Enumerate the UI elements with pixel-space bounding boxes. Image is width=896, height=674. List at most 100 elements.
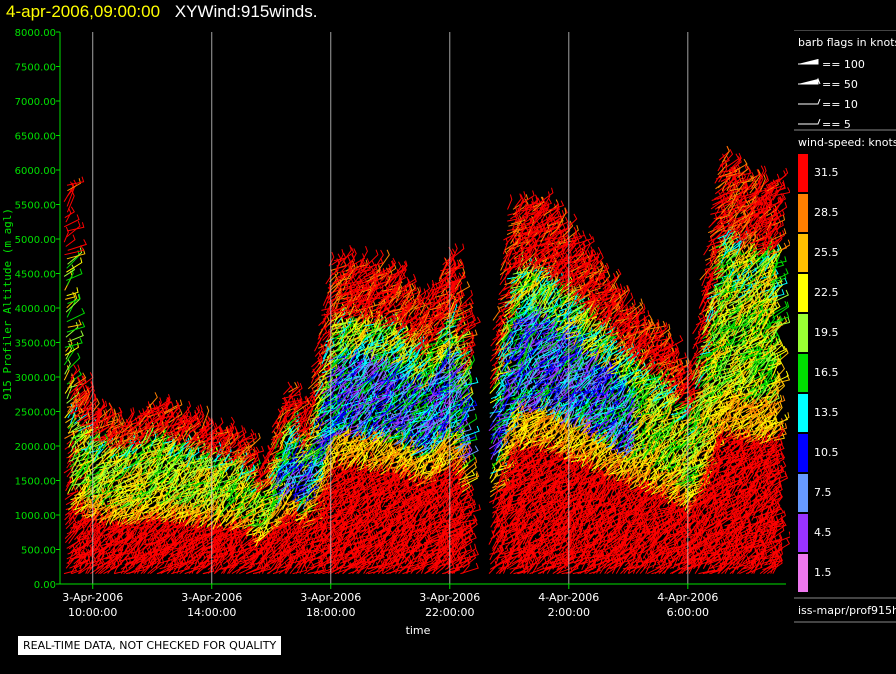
- wind-barb: [245, 445, 265, 457]
- wind-barb: [67, 476, 74, 495]
- wind-barb: [296, 515, 303, 535]
- wind-barb: [281, 465, 288, 482]
- wind-barb: [66, 268, 74, 286]
- wind-barb: [341, 350, 352, 368]
- wind-barb: [185, 538, 192, 555]
- wind-barb: [180, 433, 193, 449]
- wind-barb: [74, 441, 86, 453]
- wind-barb: [119, 507, 135, 517]
- wind-barb: [157, 540, 168, 561]
- wind-barb: [105, 530, 112, 546]
- wind-barb: [93, 439, 104, 462]
- wind-barb: [195, 421, 206, 436]
- wind-barb: [336, 248, 344, 269]
- wind-barb: [66, 548, 77, 560]
- wind-barb: [315, 485, 327, 502]
- wind-barb: [267, 535, 279, 555]
- wind-barb: [304, 500, 310, 517]
- wind-barb: [158, 397, 172, 410]
- wind-barb: [257, 511, 266, 533]
- wind-barb: [97, 534, 107, 547]
- wind-barb: [95, 456, 113, 466]
- wind-barb: [339, 364, 349, 379]
- wind-barb: [255, 478, 262, 493]
- wind-barb: [257, 454, 266, 474]
- wind-barb: [149, 465, 162, 486]
- wind-barb: [67, 403, 74, 419]
- wind-barb: [242, 446, 257, 461]
- wind-barb: [146, 510, 153, 528]
- wind-barb: [317, 343, 325, 360]
- wind-barb: [115, 472, 133, 488]
- wind-barb: [90, 400, 108, 418]
- wind-barb: [342, 460, 354, 476]
- wind-barb: [164, 399, 183, 415]
- wind-barb: [82, 427, 92, 446]
- wind-barb: [192, 436, 201, 456]
- wind-barb: [288, 381, 298, 393]
- wind-barb: [102, 433, 109, 450]
- wind-barb: [270, 457, 278, 473]
- wind-barb: [190, 447, 200, 459]
- wind-barb: [79, 560, 92, 575]
- wind-barb: [333, 298, 349, 314]
- wind-barb: [297, 532, 303, 548]
- wind-barb: [99, 421, 110, 433]
- wind-barb: [95, 561, 104, 574]
- wind-barb: [156, 500, 172, 516]
- wind-barb: [330, 290, 342, 308]
- wind-barb: [155, 537, 166, 561]
- wind-barb: [83, 381, 95, 402]
- wind-barb: [242, 432, 254, 441]
- wind-barb: [78, 493, 96, 505]
- wind-barb: [121, 433, 130, 451]
- wind-barb: [332, 556, 339, 571]
- wind-barb: [324, 394, 337, 412]
- wind-barb: [108, 496, 120, 517]
- wind-barb: [339, 518, 359, 531]
- wind-barb: [288, 523, 296, 539]
- wind-barb: [108, 431, 118, 444]
- wind-barb: [65, 321, 79, 338]
- wind-barb: [216, 481, 228, 495]
- wind-barb: [78, 554, 90, 564]
- wind-barb: [175, 480, 191, 499]
- wind-barb: [332, 399, 339, 418]
- wind-barb: [149, 557, 165, 574]
- wind-barb: [279, 489, 292, 511]
- wind-barb: [274, 427, 282, 445]
- title-date: 4-apr-2006,09:00:00: [6, 2, 161, 21]
- wind-barb: [247, 454, 260, 468]
- wind-barb: [310, 533, 329, 545]
- wind-barb: [137, 545, 152, 559]
- wind-barb: [88, 510, 99, 527]
- wind-barb: [214, 561, 223, 574]
- wind-barb: [212, 450, 219, 468]
- wind-barb: [178, 411, 192, 426]
- wind-barb: [116, 545, 131, 556]
- wind-barb: [92, 547, 101, 564]
- wind-barb: [279, 407, 289, 431]
- wind-barb: [282, 493, 289, 510]
- wind-barb: [128, 558, 147, 575]
- wind-barb: [317, 554, 329, 569]
- wind-barb: [142, 506, 158, 518]
- wind-barb: [268, 527, 280, 535]
- wind-barb: [145, 481, 158, 495]
- wind-barb: [249, 513, 262, 523]
- wind-barb: [310, 530, 317, 549]
- wind-barb: [206, 550, 218, 560]
- wind-barb: [201, 405, 210, 429]
- wind-barb: [147, 487, 157, 503]
- wind-barb: [188, 529, 202, 545]
- wind-barb: [143, 446, 158, 464]
- wind-barb: [66, 179, 77, 197]
- wind-barb: [142, 448, 154, 470]
- wind-barb: [67, 178, 82, 192]
- wind-barb: [85, 426, 97, 436]
- wind-barb: [171, 405, 181, 424]
- wind-barb: [278, 530, 293, 542]
- wind-barb: [235, 470, 244, 484]
- wind-barb: [270, 525, 277, 544]
- wind-barb: [206, 491, 218, 509]
